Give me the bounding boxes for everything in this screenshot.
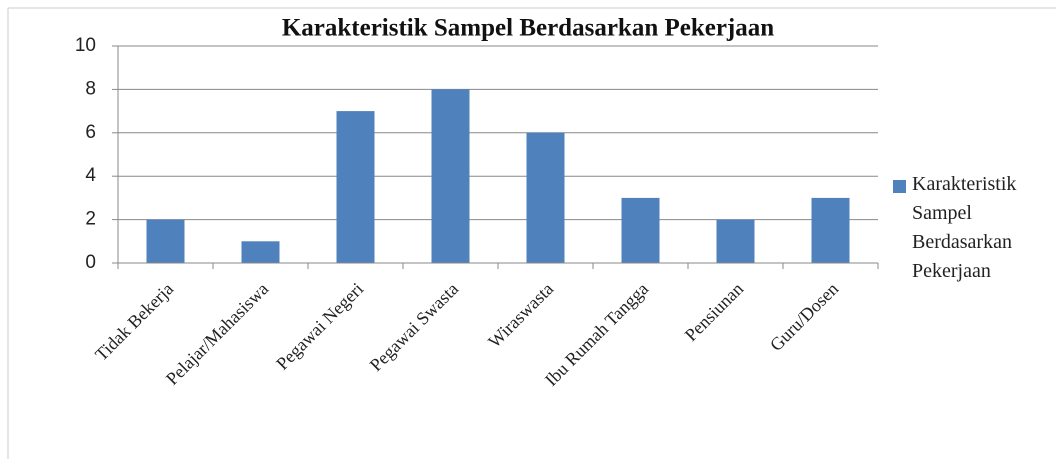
x-tick-label: Pegawai Swasta: [366, 279, 463, 376]
chart-title: Karakteristik Sampel Berdasarkan Pekerja…: [282, 15, 774, 42]
y-tick-label: 8: [85, 78, 96, 99]
x-tick-label: Ibu Rumah Tangga: [541, 279, 652, 390]
legend-label: Karakteristik Sampel Berdasarkan Pekerja…: [912, 173, 1017, 282]
bar: [526, 132, 565, 263]
bar: [811, 197, 850, 263]
x-tick-label: Wiraswasta: [484, 279, 557, 352]
y-tick-label: 6: [85, 122, 96, 143]
bar: [241, 241, 280, 263]
bar: [431, 89, 470, 264]
bar: [621, 197, 660, 263]
x-tick-label: Tidak Bekerja: [91, 279, 177, 365]
y-tick-label: 2: [85, 209, 96, 230]
x-tick-label: Pelajar/Mahasiswa: [162, 279, 272, 389]
y-tick-label: 10: [75, 35, 96, 56]
y-tick-label: 4: [85, 165, 96, 186]
x-tick-label: Pensiunan: [681, 279, 747, 345]
legend-swatch: [893, 180, 906, 193]
x-tick-label: Guru/Dosen: [766, 279, 842, 355]
bar: [716, 219, 755, 263]
x-tick-label: Pegawai Negeri: [272, 279, 367, 374]
bar: [336, 111, 375, 263]
bar: [146, 219, 185, 263]
y-tick-label: 0: [85, 252, 96, 273]
